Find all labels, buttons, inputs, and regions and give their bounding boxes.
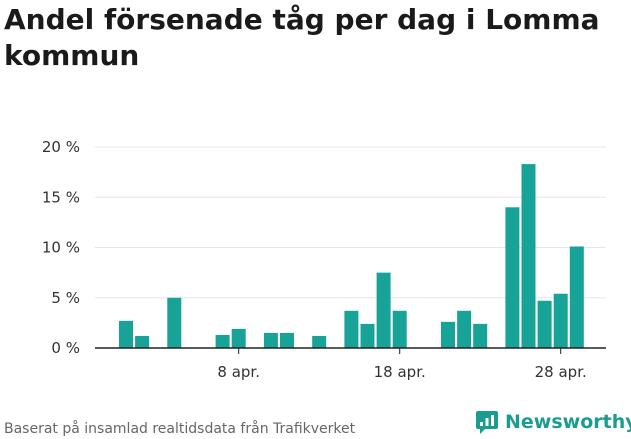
bar <box>167 297 182 348</box>
bar <box>360 323 375 348</box>
y-tick-label: 20 % <box>42 138 80 156</box>
bar <box>312 335 327 348</box>
y-tick-label: 5 % <box>51 289 80 307</box>
bar <box>553 293 568 348</box>
bar <box>135 335 150 348</box>
x-tick-label: 8 apr. <box>217 363 260 381</box>
chart-title: Andel försenade tåg per dag i Lomma komm… <box>4 3 600 72</box>
bar <box>263 332 278 348</box>
bar <box>521 164 536 348</box>
bar <box>280 332 294 348</box>
brand-name: Newsworthy <box>505 411 631 433</box>
bar <box>569 246 584 348</box>
y-tick-label: 0 % <box>51 339 80 357</box>
bar <box>119 320 133 348</box>
x-tick-label: 18 apr. <box>374 363 426 381</box>
bars <box>119 164 584 348</box>
newsworthy-logo-icon <box>476 411 498 434</box>
bar <box>505 207 520 348</box>
x-axis-ticks: 8 apr. 18 apr. 28 apr. <box>217 348 587 381</box>
y-tick-label: 15 % <box>42 188 80 206</box>
y-axis-ticks: 0 % 5 % 10 % 15 % 20 % <box>42 138 80 357</box>
bar <box>441 321 455 348</box>
bar <box>376 272 391 348</box>
bar-chart: 0 % 5 % 10 % 15 % 20 % 8 apr. 18 apr. 28 apr. <box>42 138 606 381</box>
x-tick-label: 28 apr. <box>535 363 587 381</box>
y-tick-label: 10 % <box>42 239 80 257</box>
bar <box>231 328 246 348</box>
bar <box>537 300 552 348</box>
bar <box>392 310 407 348</box>
bar <box>344 310 359 348</box>
bar <box>215 334 230 348</box>
bar <box>457 310 472 348</box>
brand-logo: Newsworthy <box>475 408 631 436</box>
source-note: Baserat på insamlad realtidsdata från Tr… <box>4 421 356 437</box>
bar <box>473 323 488 348</box>
